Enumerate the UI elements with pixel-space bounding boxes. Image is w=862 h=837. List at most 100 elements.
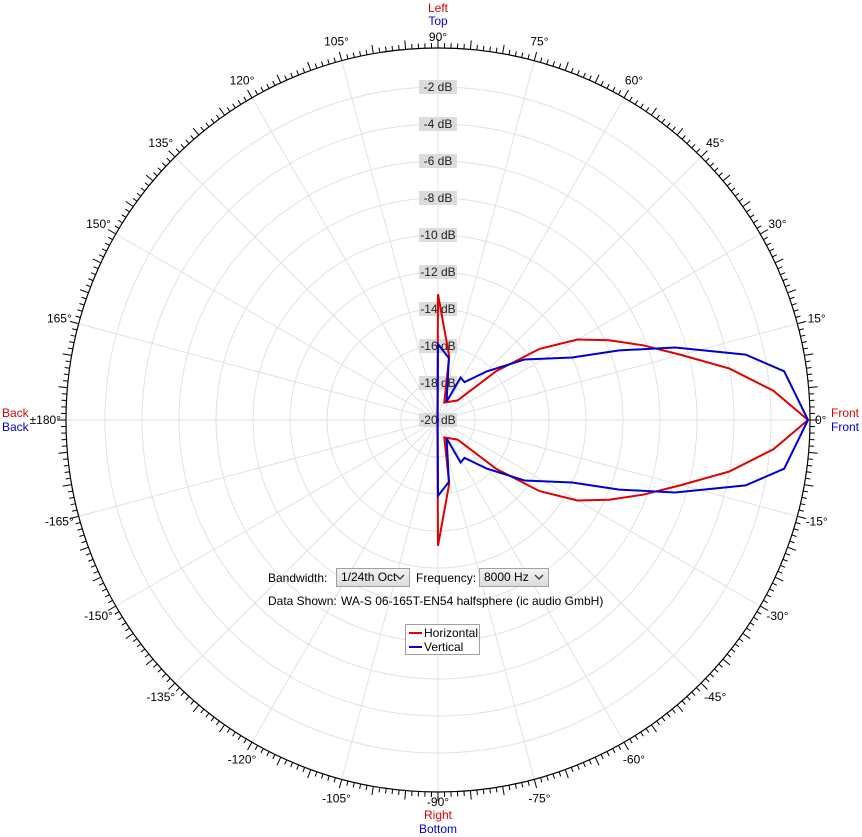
angle-tick [398,789,400,795]
angle-tick [777,570,783,574]
angle-tick [588,759,592,765]
angle-tick [766,242,772,246]
angle-tick [192,704,200,713]
angle-tick [807,380,813,382]
angle-tick [64,367,70,369]
angle-tick [62,484,72,487]
angle-tick [98,582,104,586]
angle-tick [219,107,226,116]
db-label-bg [419,80,457,94]
angle-tick [700,682,708,690]
angle-tick [533,779,538,789]
angle-tick [789,540,795,544]
angle-tick [144,653,150,658]
angle-tick [521,782,524,788]
grid-spoke [341,60,439,421]
angle-tick [661,118,666,124]
angle-tick [666,712,671,718]
angle-tick [365,785,368,791]
angle-tick [166,678,171,683]
angle-tick [552,61,555,67]
angle-label: -135° [146,690,175,704]
angle-tick [582,762,586,768]
angle-tick [656,114,660,120]
angle-tick [582,72,586,78]
angle-tick [718,663,723,668]
angle-tick [302,767,306,773]
angle-tick [726,653,732,658]
angle-tick [65,477,71,480]
angle-tick [808,451,818,454]
angle-tick [93,570,99,574]
angle-tick [81,296,87,300]
angle-tick [756,611,762,615]
grid-spoke [174,419,439,684]
angle-tick [69,341,75,344]
angle-tick [200,708,205,714]
angle-tick [108,236,113,241]
angle-tick [785,284,791,288]
angle-tick [600,80,604,86]
angle-tick [738,198,744,202]
bandwidth-dropdown[interactable]: 1/24th Oct [336,568,410,587]
angle-tick [65,360,71,363]
legend-swatch-horizontal [409,632,422,634]
db-ring-label: -2 dB [424,80,453,94]
grid-spoke [437,60,535,421]
direction-label-bottom: Right [424,808,453,822]
angle-tick [93,266,99,270]
angle-tick [661,716,666,722]
angle-tick [190,135,195,140]
bandwidth-value: 1/24th Oct [341,570,397,584]
angle-tick [759,605,769,611]
angle-tick [63,380,69,382]
chevron-down-icon [395,574,405,580]
angle-tick [114,225,120,229]
angle-tick [67,347,73,350]
angle-tick [576,764,580,770]
angle-tick [780,272,786,276]
db-label-bg [419,228,457,242]
angle-tick [140,187,146,192]
angle-tick [489,46,491,52]
angle-tick [594,74,600,84]
angle-tick [800,334,806,337]
angle-tick [192,127,200,136]
angle-tick [359,783,362,789]
angle-tick [58,386,68,389]
angle-tick [806,471,812,473]
grid-spoke [174,156,439,421]
angle-tick [276,74,282,84]
angle-tick [226,107,231,112]
angle-tick [121,622,127,626]
angle-tick [482,789,485,795]
angle-label: -150° [84,609,113,623]
angle-tick [540,777,543,783]
angle-tick [63,458,69,460]
angle-tick [243,738,247,744]
angle-tick [64,471,70,473]
angle-tick [161,162,167,167]
frequency-dropdown[interactable]: 8000 Hz [479,568,549,587]
angle-tick [284,75,288,81]
series-line-vertical [436,341,810,499]
angle-tick [793,309,799,312]
chart-legend: Horizontal Vertical [405,624,480,655]
angle-tick [92,258,102,264]
angle-tick [398,45,400,51]
angle-tick [284,759,288,765]
angle-label: -120° [228,752,257,766]
angle-tick [514,51,517,57]
angle-tick [216,720,220,726]
angle-tick [90,564,96,568]
angle-tick [793,528,799,531]
angle-tick [508,785,511,791]
angle-tick [333,57,336,63]
angle-tick [338,51,343,61]
angle-tick [798,328,804,331]
angle-label: 150° [86,217,111,231]
angle-tick [63,464,69,467]
grid-spoke [437,156,702,421]
angle-tick [753,219,758,224]
angle-tick [232,731,236,737]
